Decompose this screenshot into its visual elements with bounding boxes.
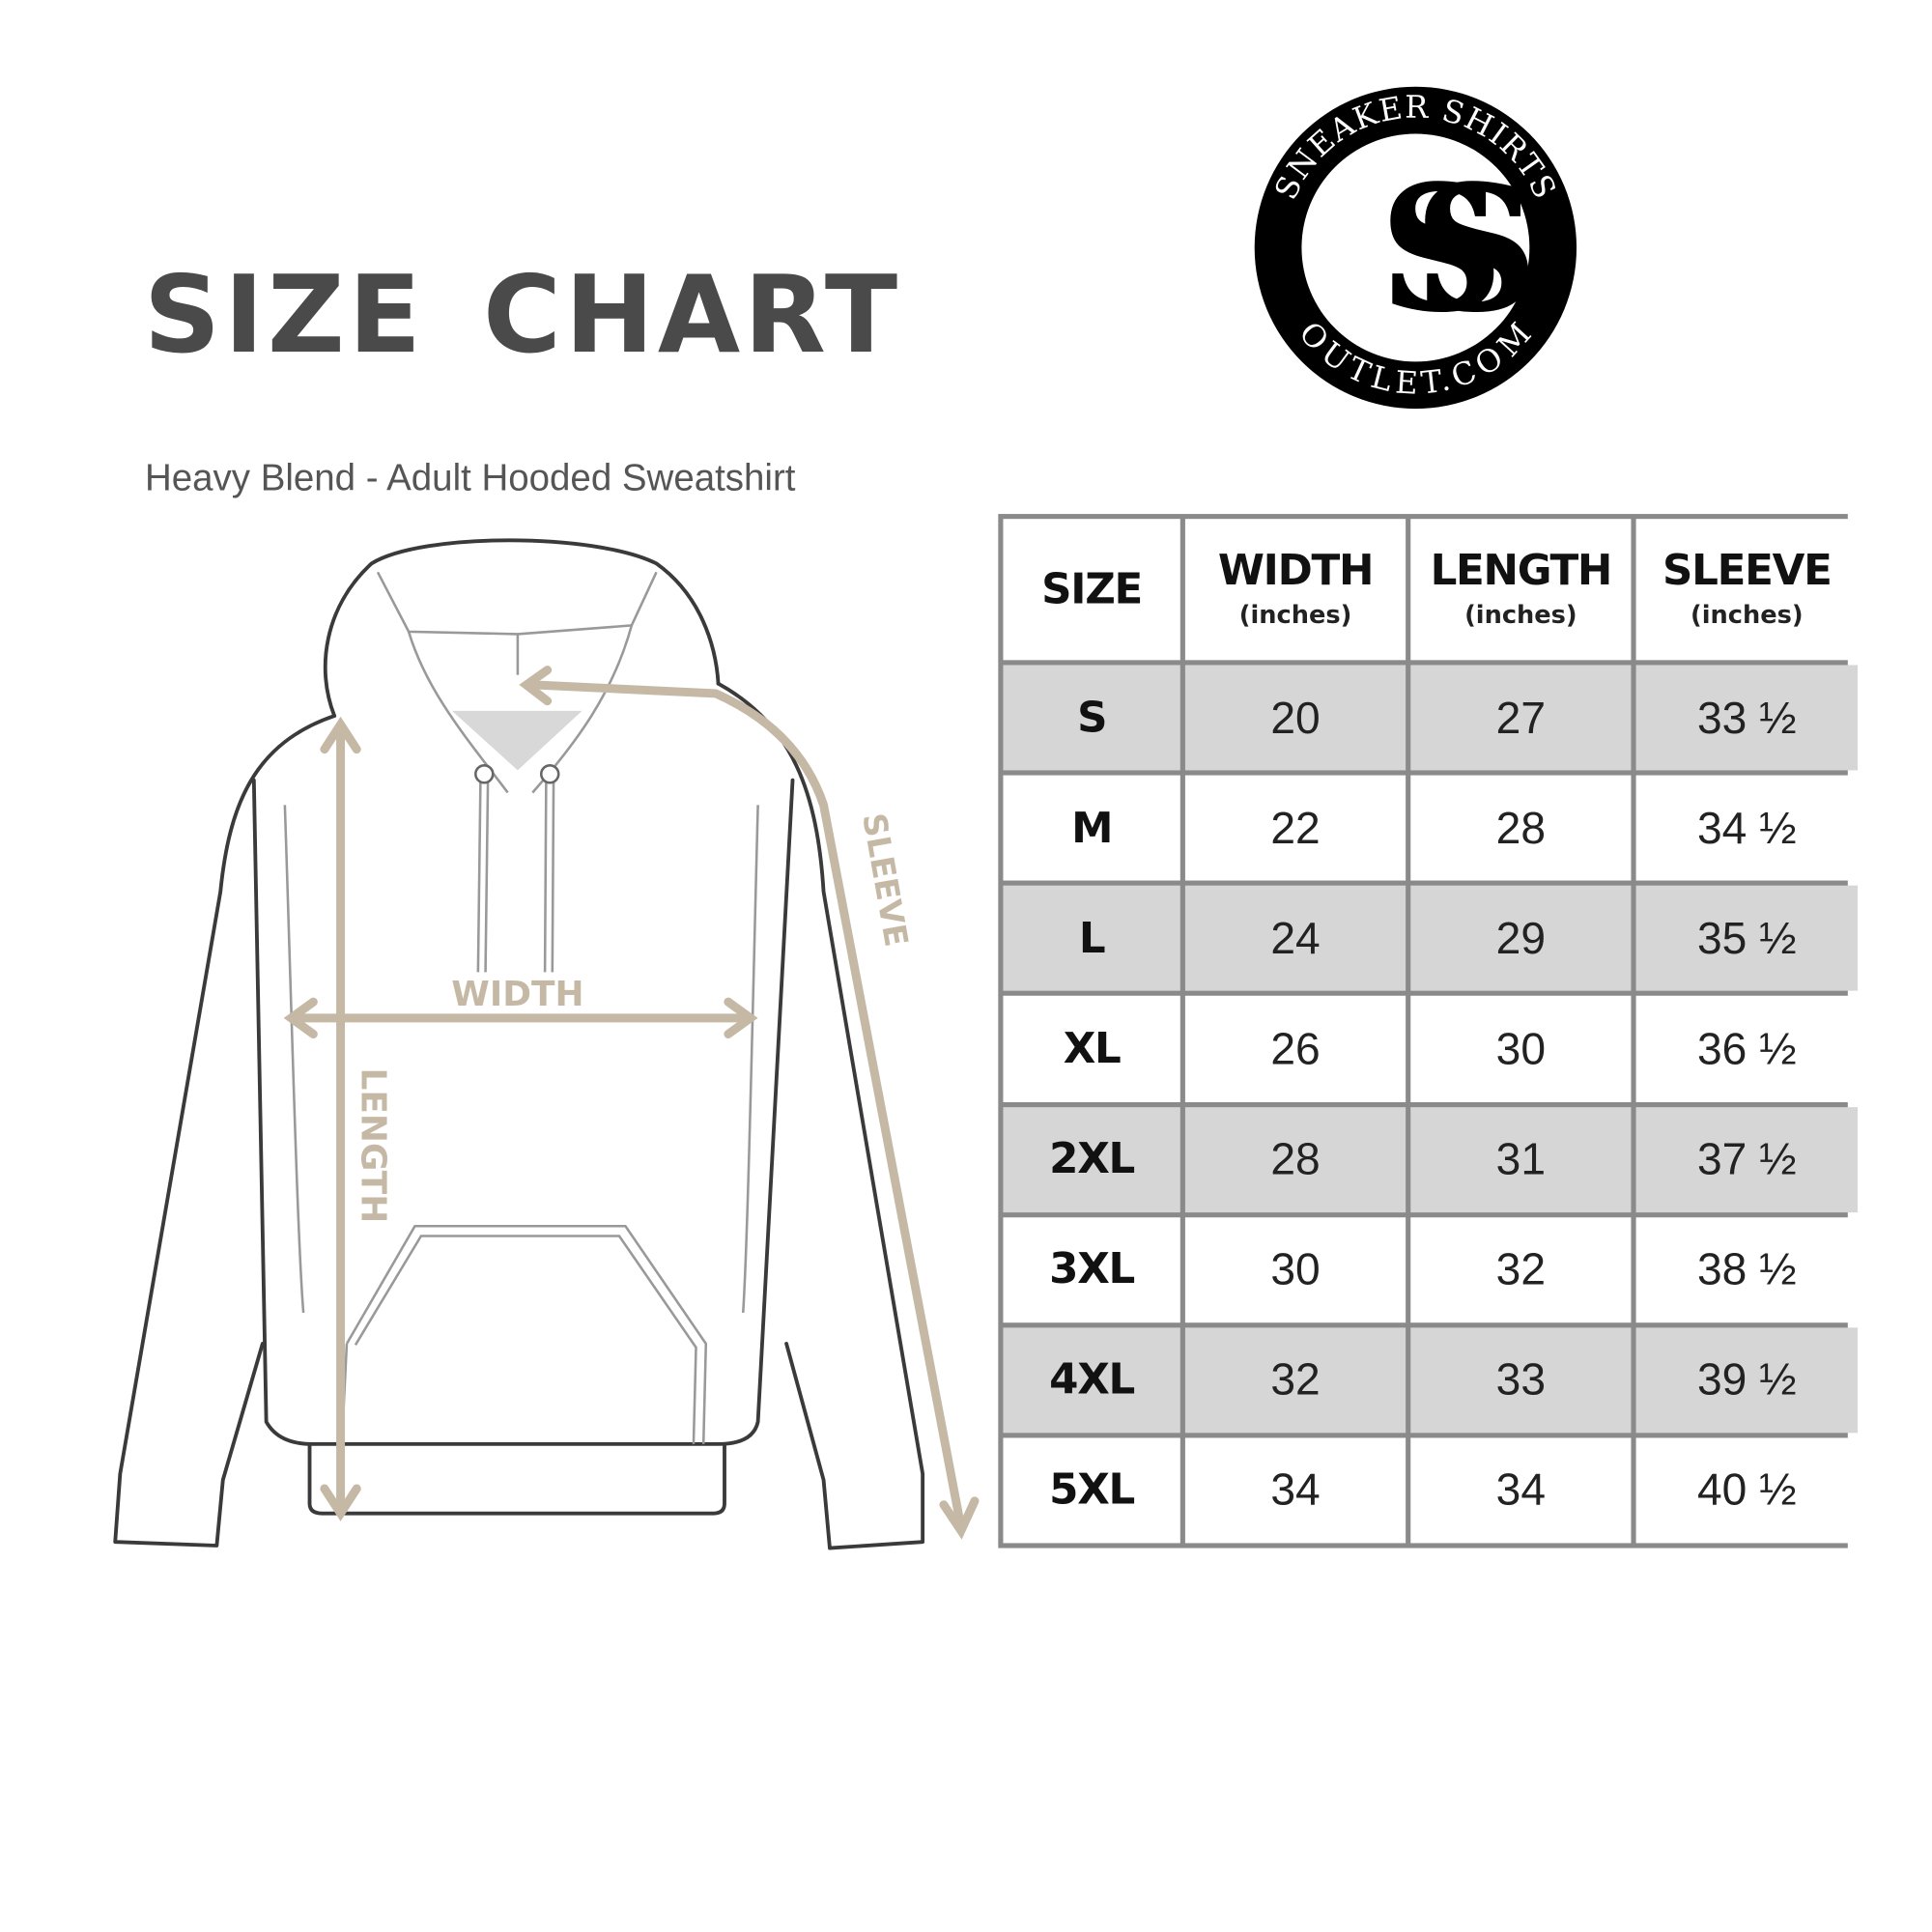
size-cell: S — [1003, 665, 1180, 771]
cell-text: 5XL — [1049, 1465, 1135, 1516]
hoodie-outline — [113, 538, 925, 1550]
measurement-cell: 40 ½ — [1635, 1437, 1859, 1544]
cell-text: 36 ½ — [1696, 1022, 1797, 1074]
cell-text: 29 — [1495, 912, 1547, 964]
measurement-cell: 20 — [1184, 665, 1406, 771]
cell-text: 27 — [1495, 692, 1547, 743]
drawstring-eyelet-right — [539, 764, 560, 784]
size-cell: M — [1003, 775, 1180, 881]
cell-text: XL — [1063, 1024, 1122, 1074]
cell-text: 39 ½ — [1696, 1353, 1797, 1406]
measurement-cell: 22 — [1184, 775, 1406, 881]
cell-text: S — [1077, 693, 1107, 743]
header-length: LENGTH (inches) — [1410, 519, 1632, 661]
cell-text: 3XL — [1049, 1244, 1135, 1294]
width-arrowheads — [283, 997, 758, 1038]
cell-text: 22 — [1270, 802, 1321, 853]
measurement-cell: 30 — [1184, 1216, 1406, 1322]
size-cell: 4XL — [1003, 1327, 1180, 1434]
measurement-cell: 30 — [1410, 996, 1632, 1102]
measurement-cell: 28 — [1184, 1106, 1406, 1212]
header-sleeve: SLEEVE (inches) — [1635, 519, 1859, 661]
length-label: LENGTH — [353, 1068, 392, 1224]
cell-text: 38 ½ — [1696, 1243, 1797, 1294]
cell-text: 20 — [1270, 692, 1321, 743]
cell-text: 34 — [1495, 1463, 1547, 1516]
hoodie-neck-lining — [451, 710, 582, 771]
header-size: SIZE — [1003, 519, 1180, 661]
cell-text: 40 ½ — [1696, 1463, 1797, 1516]
header-label: LENGTH — [1430, 546, 1613, 596]
cell-text: 24 — [1270, 912, 1321, 964]
cell-text: 2XL — [1049, 1134, 1135, 1184]
product-subtitle: Heavy Blend - Adult Hooded Sweatshirt — [144, 458, 796, 499]
header-unit: (inches) — [1238, 599, 1352, 630]
cell-text: 32 — [1495, 1243, 1547, 1294]
header-unit: (inches) — [1690, 599, 1804, 630]
cell-text: 35 ½ — [1696, 912, 1797, 964]
cell-text: 32 — [1270, 1353, 1321, 1406]
measurement-cell: 27 — [1410, 665, 1632, 771]
measurement-cell: 24 — [1184, 885, 1406, 992]
cell-text: 37 ½ — [1696, 1133, 1797, 1184]
length-arrowheads — [320, 716, 361, 1521]
cell-text: 28 — [1495, 802, 1547, 853]
measurement-cell: 28 — [1410, 775, 1632, 881]
brand-logo: SNEAKER SHIRTS OUTLET.COM SS — [1254, 86, 1582, 410]
measurement-cell: 32 — [1184, 1327, 1406, 1434]
sleeve-label: SLEEVE — [855, 810, 916, 950]
measurement-cell: 38 ½ — [1635, 1216, 1859, 1322]
measurement-cell: 29 — [1410, 885, 1632, 992]
header-label: SLEEVE — [1662, 546, 1833, 596]
sleeve-arrow — [530, 680, 965, 1525]
sleeve-arrowheads — [519, 666, 980, 1540]
cell-text: M — [1071, 803, 1113, 853]
cell-text: 4XL — [1049, 1354, 1135, 1406]
page-title: SIZE CHART — [143, 253, 901, 379]
measurement-cell: 32 — [1410, 1216, 1632, 1322]
size-cell: L — [1003, 885, 1180, 992]
header-width: WIDTH (inches) — [1184, 519, 1406, 661]
cell-text: L — [1078, 913, 1106, 964]
measurement-cell: 33 ½ — [1635, 665, 1859, 771]
cell-text: 30 — [1270, 1243, 1321, 1294]
measurement-cell: 26 — [1184, 996, 1406, 1102]
size-cell: 5XL — [1003, 1437, 1180, 1544]
header-label: WIDTH — [1217, 546, 1375, 596]
measurement-arrows — [283, 666, 980, 1540]
measurement-cell: 36 ½ — [1635, 996, 1859, 1102]
size-cell: 3XL — [1003, 1216, 1180, 1322]
header-label: SIZE — [1041, 564, 1143, 614]
cell-text: 26 — [1270, 1022, 1321, 1074]
measurement-cell: 35 ½ — [1635, 885, 1859, 992]
header-unit: (inches) — [1464, 599, 1577, 630]
measurement-cell: 33 — [1410, 1327, 1632, 1434]
cell-text: 31 — [1495, 1133, 1547, 1184]
cell-text: 33 ½ — [1696, 692, 1797, 743]
measurement-cell: 39 ½ — [1635, 1327, 1859, 1434]
size-cell: XL — [1003, 996, 1180, 1102]
cell-text: 30 — [1495, 1022, 1547, 1074]
cell-text: 28 — [1270, 1133, 1321, 1184]
measurement-cell: 37 ½ — [1635, 1106, 1859, 1212]
cell-text: 33 — [1495, 1353, 1547, 1406]
measurement-cell: 31 — [1410, 1106, 1632, 1212]
measurement-cell: 34 ½ — [1635, 775, 1859, 881]
size-cell: 2XL — [1003, 1106, 1180, 1212]
size-table: SIZE WIDTH (inches) LENGTH (inches) SLEEVE (in… — [998, 514, 1859, 1548]
drawstring-eyelet-left — [474, 764, 495, 784]
measurement-cell: 34 — [1410, 1437, 1632, 1544]
measurement-cell: 34 — [1184, 1437, 1406, 1544]
cell-text: 34 — [1270, 1463, 1321, 1516]
width-label: WIDTH — [451, 975, 583, 1014]
cell-text: 34 ½ — [1696, 802, 1797, 853]
